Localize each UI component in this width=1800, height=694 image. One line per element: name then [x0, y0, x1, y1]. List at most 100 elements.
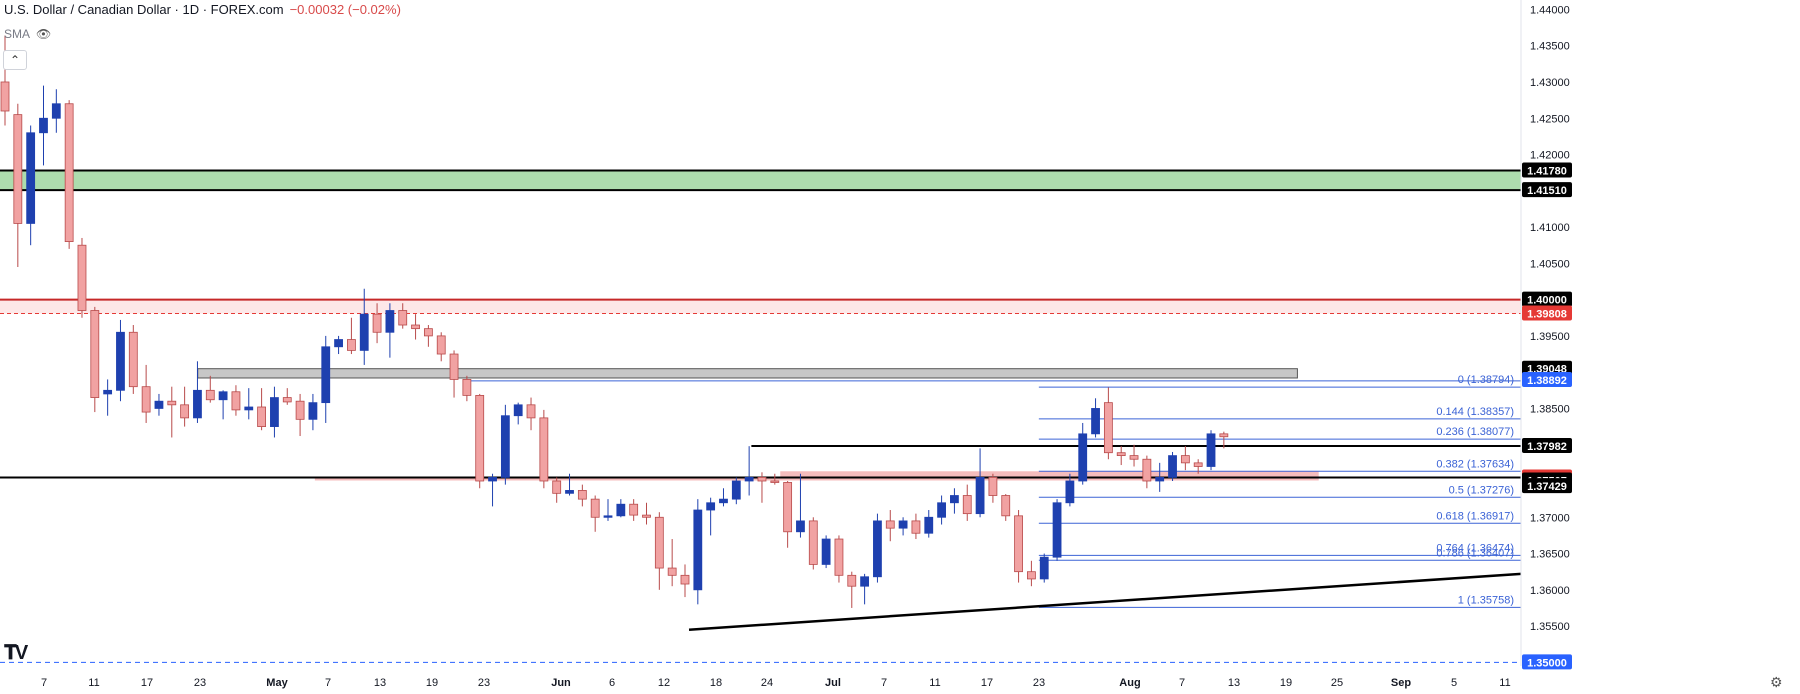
x-tick-label: 19 [1280, 677, 1292, 689]
candle-down [449, 353, 459, 380]
y-tick-label: 1.42000 [1530, 150, 1570, 162]
eye-hidden-icon[interactable]: 👁︎ [36, 27, 52, 41]
x-tick-label: 17 [141, 677, 153, 689]
price-label-text: 1.37982 [1527, 441, 1567, 453]
candle-up [603, 515, 613, 518]
candle-up [244, 406, 254, 411]
price-label-box [1522, 182, 1572, 198]
candle-up [334, 339, 343, 348]
indicator-name[interactable]: SMA [4, 27, 31, 41]
price-label-text: 1.38892 [1527, 375, 1567, 387]
candle-up [321, 346, 331, 404]
candle-down [654, 516, 664, 569]
fib-level-label: 0.144 (1.38357) [1436, 406, 1514, 418]
price-label-text: 1.41780 [1527, 165, 1567, 177]
candle-down [411, 324, 420, 330]
y-tick-label: 1.37000 [1530, 512, 1570, 524]
x-tick-label: 12 [658, 677, 670, 689]
candle-down [539, 417, 549, 482]
candle-up [1065, 480, 1075, 504]
price-label-text: 1.37429 [1527, 481, 1567, 493]
tradingview-logo-icon[interactable]: 𝐓V [4, 642, 28, 664]
candle-down [475, 394, 485, 482]
candle-down [77, 244, 87, 311]
red-band-low [314, 477, 1319, 481]
candle-down [552, 480, 562, 494]
candle-up [103, 389, 113, 395]
x-tick-label: 23 [478, 677, 490, 689]
x-tick-label: 23 [194, 677, 206, 689]
y-tick-label: 1.38500 [1530, 403, 1570, 415]
x-tick-label: 13 [1228, 677, 1240, 689]
candle-up [898, 520, 908, 529]
symbol-title[interactable]: U.S. Dollar / Canadian Dollar · 1D · FOR… [4, 2, 284, 17]
candle-up [565, 490, 574, 494]
y-tick-label: 1.36500 [1530, 549, 1570, 561]
price-axis[interactable]: 1.44000 1.43500 1.43000 1.42500 1.42000 1.415… [1530, 4, 1570, 669]
candles-layer [0, 35, 1229, 608]
candle-down [590, 498, 600, 518]
y-tick-label: 1.44000 [1530, 4, 1570, 16]
candle-down [1001, 495, 1011, 517]
price-label-box [1522, 372, 1572, 388]
symbol-header[interactable]: U.S. Dollar / Canadian Dollar · 1D · FOR… [4, 2, 401, 17]
candle-up [873, 520, 882, 578]
candle-up [359, 313, 369, 351]
candle-down [180, 404, 190, 419]
candle-down [347, 339, 356, 351]
candle-down [1116, 452, 1126, 457]
candle-down [231, 391, 241, 411]
candle-up [1155, 476, 1165, 482]
price-label-text: 1.35000 [1527, 657, 1567, 669]
candle-down [282, 397, 292, 403]
price-change: −0.00032 (−0.02%) [289, 2, 401, 17]
gray-zone [197, 368, 1298, 378]
candle-up [218, 391, 228, 401]
fib-level-label: 0.382 (1.37634) [1436, 458, 1514, 470]
candle-down [642, 514, 651, 518]
candle-down [1142, 458, 1152, 482]
candle-up [706, 502, 716, 511]
x-tick-label: 7 [41, 677, 47, 689]
fib-level-label: 0.618 (1.36917) [1436, 510, 1514, 522]
candle-down [629, 503, 639, 516]
y-tick-label: 1.43000 [1530, 77, 1570, 89]
candle-up [154, 400, 164, 409]
indicator-legend[interactable]: SMA 👁︎ [4, 27, 51, 41]
x-tick-label: 17 [981, 677, 993, 689]
candle-down [885, 520, 895, 529]
candle-down [1129, 455, 1139, 460]
candle-up [1206, 433, 1216, 467]
x-tick-label: 11 [929, 677, 940, 689]
red-band-high [780, 471, 1319, 478]
fib-level-label: 0.786 (1.36407) [1436, 547, 1514, 559]
candle-down [13, 114, 23, 224]
candle-down [847, 574, 857, 587]
x-tick-label: 7 [881, 677, 887, 689]
gear-icon[interactable]: ⚙ [1770, 674, 1783, 690]
candle-up [385, 310, 395, 333]
x-tick-label: 5 [1451, 677, 1457, 689]
x-tick-label: 24 [761, 677, 773, 689]
candle-down [962, 495, 972, 515]
candle-down [1027, 571, 1036, 580]
time-axis[interactable]: 7 11 17 23 May 7 13 19 23 Jun 6 12 18 24 Jul 7 11 17 23 Aug… [41, 677, 1511, 689]
candle-down [0, 81, 10, 112]
x-tick-label: 11 [1499, 677, 1510, 689]
candle-up [744, 476, 754, 482]
x-tick-label: 23 [1033, 677, 1045, 689]
x-tick-label: Jun [551, 677, 571, 689]
candle-up [796, 520, 805, 533]
candle-up [308, 402, 318, 420]
price-label-box [1522, 478, 1572, 494]
price-label-box [1522, 162, 1572, 178]
candle-up [924, 516, 934, 534]
candle-down [167, 400, 177, 406]
collapse-legend-button[interactable]: ⌃ [3, 50, 27, 70]
y-tick-label: 1.42500 [1530, 113, 1570, 125]
candle-up [51, 103, 61, 119]
candle-down [1103, 402, 1113, 454]
candle-down [205, 389, 215, 401]
candle-down [295, 400, 305, 420]
